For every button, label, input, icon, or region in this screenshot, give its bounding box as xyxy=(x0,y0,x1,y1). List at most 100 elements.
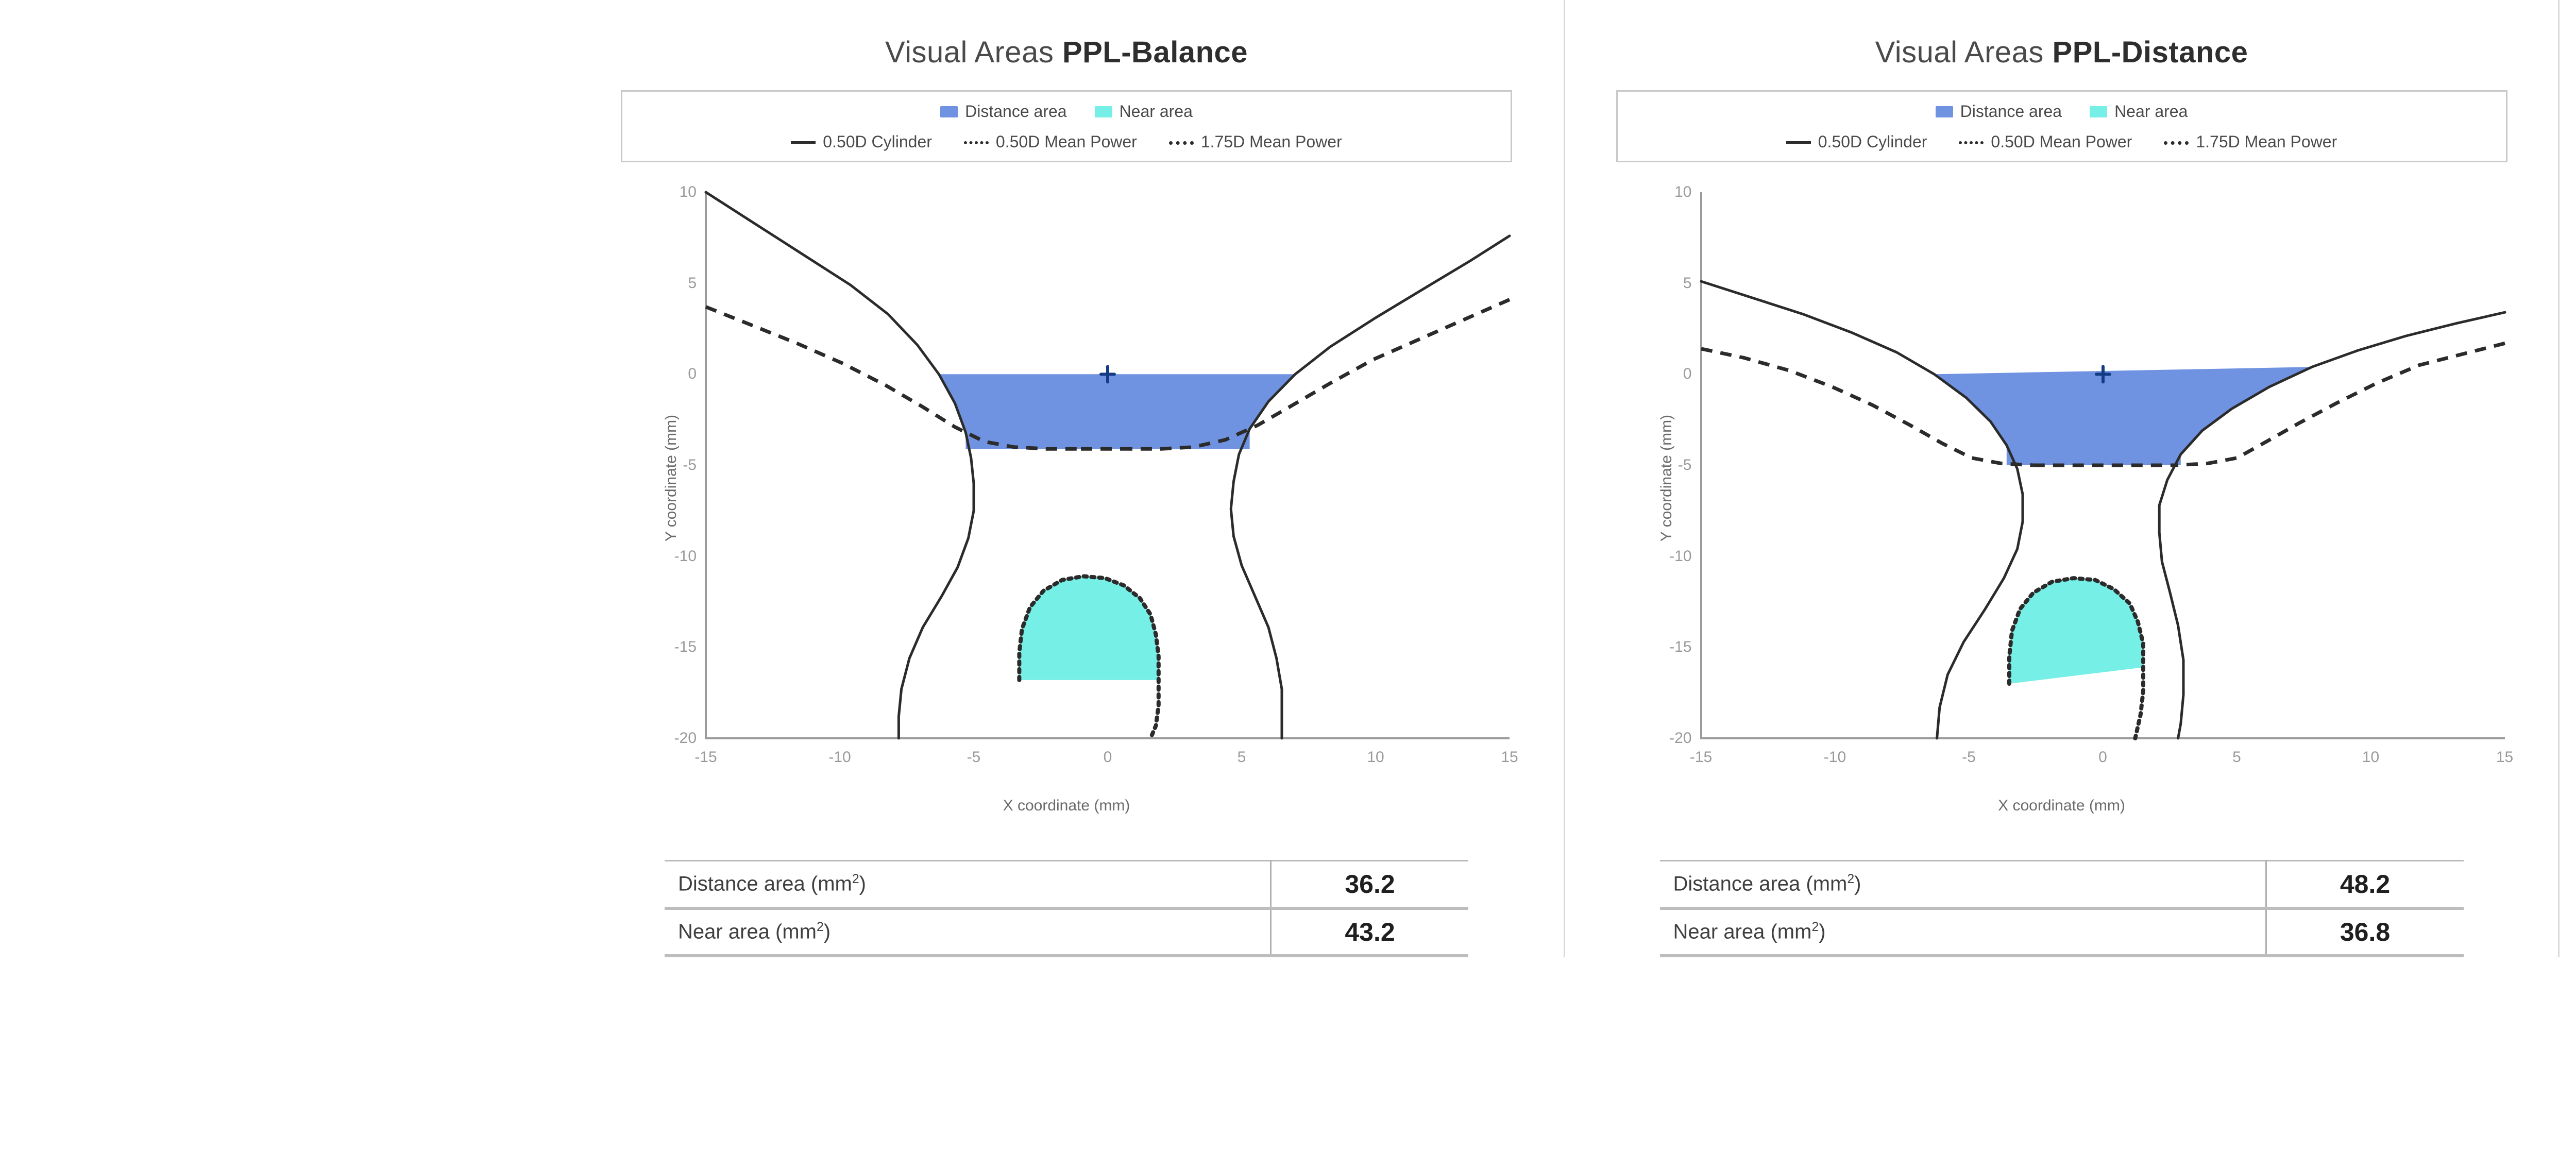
mean-power-050-left xyxy=(705,305,1081,451)
legend-item-cylinder[interactable]: 0.50D Cylinder xyxy=(1786,132,1927,151)
cylinder-curve-right xyxy=(1229,234,1511,740)
legend-box: Distance area Near area 0.50D Cylinder 0.50… xyxy=(621,90,1512,162)
panel-container: Visual Areas PPL-Balance Distance area Nea… xyxy=(569,0,2576,957)
legend-label-mean-power-175: 1.75D Mean Power xyxy=(2196,132,2337,151)
y-tick-label: -20 xyxy=(674,730,697,747)
legend-label-near-area: Near area xyxy=(2114,102,2188,121)
y-tick-label: -10 xyxy=(674,547,697,565)
area-summary-table: Distance area (mm2) 48.2 Near area (mm2) 36… xyxy=(1659,860,2464,957)
legend-label-mean-power-175: 1.75D Mean Power xyxy=(1200,132,1342,151)
y-tick-label: 5 xyxy=(688,274,697,292)
x-tick-label: -5 xyxy=(1962,749,1976,766)
mean-power-175-contour xyxy=(2007,576,2145,740)
panel-title-name: PPL-Balance xyxy=(1062,36,1248,69)
y-tick-label: 0 xyxy=(1683,365,1692,383)
legend-box: Distance area Near area 0.50D Cylinder 0.50… xyxy=(1616,90,2507,162)
axis-spine xyxy=(1700,192,2505,739)
legend-item-near-area[interactable]: Near area xyxy=(2090,102,2188,121)
panel-title: Visual Areas PPL-Distance xyxy=(1581,0,2543,70)
plot-area: Y coordinate (mm) 10 5 0 -5 -10 -15 -20 -15 -10 -5… xyxy=(613,183,1520,814)
legend-label-mean-power-050: 0.50D Mean Power xyxy=(995,132,1137,151)
panel-0: Visual Areas PPL-Balance Distance area Nea… xyxy=(569,0,1564,957)
legend-label-cylinder: 0.50D Cylinder xyxy=(1818,132,1927,151)
cylinder-curve-right xyxy=(2158,311,2506,740)
panel-1: Visual Areas PPL-Distance Distance area Ne… xyxy=(1564,0,2558,957)
cylinder-curve-left xyxy=(704,191,975,740)
axis-area: 10 5 0 -5 -10 -15 -20 -15 -10 -5 0 5 10 15 xyxy=(674,183,1518,766)
table-row-value: 48.2 xyxy=(2265,860,2464,908)
mean-power-050-right xyxy=(1124,298,1511,451)
table-row-value: 36.2 xyxy=(1270,860,1468,908)
table-row: Near area (mm2) 36.8 xyxy=(1659,908,2464,957)
table-row-label-sup: 2 xyxy=(852,872,859,887)
legend-label-distance-area: Distance area xyxy=(965,102,1067,121)
y-tick-label: -20 xyxy=(1669,730,1692,747)
table-row-label-tail: ) xyxy=(1854,872,1861,895)
y-tick-label: -10 xyxy=(1669,547,1692,565)
legend-item-cylinder[interactable]: 0.50D Cylinder xyxy=(791,132,932,151)
distance-area-fill xyxy=(939,374,1295,449)
panel-title-prefix: Visual Areas xyxy=(1875,36,2053,69)
legend-item-distance-area[interactable]: Distance area xyxy=(940,102,1067,121)
legend-label-distance-area: Distance area xyxy=(1960,102,2062,121)
table-row-label: Distance area (mm2) xyxy=(665,861,1271,908)
fitting-cross-icon xyxy=(1099,365,1116,384)
table-row-label-tail: ) xyxy=(1819,920,1826,943)
table-row: Distance area (mm2) 36.2 xyxy=(665,860,1468,908)
x-tick-label: 5 xyxy=(1237,749,1246,766)
legend-label-mean-power-050: 0.50D Mean Power xyxy=(1991,132,2132,151)
table-row-label-sup: 2 xyxy=(816,920,824,934)
distance-area-swatch-icon xyxy=(940,106,958,117)
near-area-fill xyxy=(2009,578,2143,684)
distance-area-fill xyxy=(1934,367,2312,465)
table-row-value: 43.2 xyxy=(1270,908,1468,957)
table-row-label: Distance area (mm2) xyxy=(1660,861,2266,908)
legend-item-mean-power-175[interactable]: 1.75D Mean Power xyxy=(2164,132,2337,151)
y-axis-label: Y coordinate (mm) xyxy=(1657,414,1675,542)
y-tick-label: 0 xyxy=(688,365,697,383)
table-row-label-tail: ) xyxy=(859,872,866,895)
y-axis-label: Y coordinate (mm) xyxy=(663,414,680,542)
x-tick-label: 5 xyxy=(2232,749,2241,766)
y-tick-label: -5 xyxy=(1677,456,1692,473)
near-area-swatch-icon xyxy=(1094,106,1112,117)
table-row: Near area (mm2) 43.2 xyxy=(665,908,1468,957)
legend-item-mean-power-175[interactable]: 1.75D Mean Power xyxy=(1168,132,1342,151)
area-summary-table: Distance area (mm2) 36.2 Near area (mm2) 43… xyxy=(665,860,1468,957)
y-tick-label: -15 xyxy=(674,638,697,656)
y-tick-label: 10 xyxy=(679,183,697,200)
panel-title-name: PPL-Distance xyxy=(2052,36,2248,69)
table-row-label-tail: ) xyxy=(823,920,831,943)
table-row-label: Near area (mm2) xyxy=(1659,908,2266,957)
x-tick-label: -10 xyxy=(828,749,851,766)
panel-title-prefix: Visual Areas xyxy=(885,36,1062,69)
y-tick-label: 5 xyxy=(1683,274,1692,292)
legend-label-near-area: Near area xyxy=(1119,102,1193,121)
table-row-label: Near area (mm2) xyxy=(665,908,1271,957)
table-row-label-text: Distance area (mm xyxy=(678,872,852,895)
legend-item-mean-power-050[interactable]: 0.50D Mean Power xyxy=(1959,132,2132,151)
table-row-label-text: Near area (mm xyxy=(1673,920,1812,943)
x-tick-label: -15 xyxy=(694,749,717,766)
legend-item-near-area[interactable]: Near area xyxy=(1094,102,1193,121)
near-area-swatch-icon xyxy=(2090,106,2108,117)
x-tick-label: 15 xyxy=(2496,749,2514,766)
x-tick-label: -5 xyxy=(967,749,981,766)
table-row-label-text: Near area (mm xyxy=(678,920,817,943)
legend-item-mean-power-050[interactable]: 0.50D Mean Power xyxy=(963,132,1137,151)
axis-area: 10 5 0 -5 -10 -15 -20 -15 -10 -5 0 5 10 15 xyxy=(1669,183,2513,766)
x-tick-label: 15 xyxy=(1501,749,1518,766)
x-tick-label: 10 xyxy=(1367,749,1384,766)
legend-item-distance-area[interactable]: Distance area xyxy=(1935,102,2062,121)
x-tick-label: 10 xyxy=(2362,749,2380,766)
mean-power-050-left xyxy=(1700,347,2033,467)
y-tick-label: -5 xyxy=(683,456,697,473)
table-row-label-sup: 2 xyxy=(1847,872,1855,887)
table-row-value: 36.8 xyxy=(2265,908,2464,957)
x-tick-label: 0 xyxy=(1103,749,1112,766)
near-area-fill xyxy=(1019,576,1159,680)
legend-label-cylinder: 0.50D Cylinder xyxy=(823,132,932,151)
panel-title: Visual Areas PPL-Balance xyxy=(585,0,1548,70)
